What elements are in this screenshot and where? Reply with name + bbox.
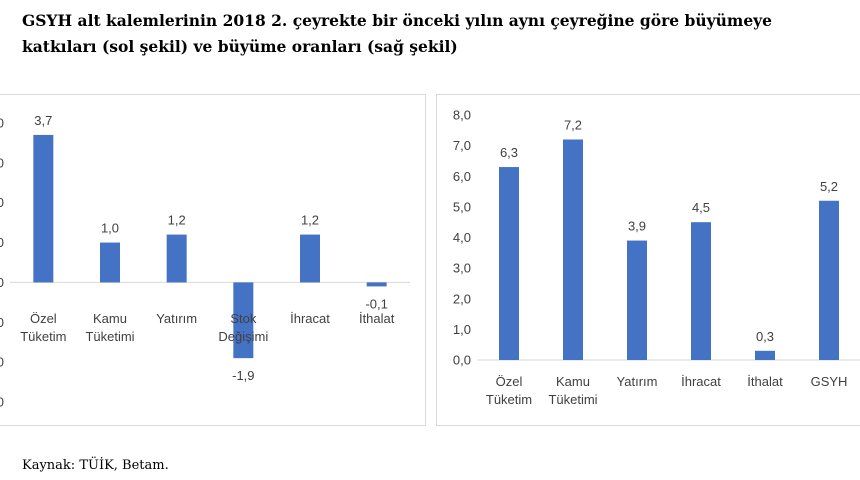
left-value-label: -0,1 [365,296,387,311]
title-line-2: katkıları (sol şekil) ve büyüme oranları… [22,37,458,56]
right-category-label: Yatırım [617,374,658,389]
right-category-label: İthalat [747,374,783,389]
left-category-label: İhracat [290,311,330,326]
left-category-label: İthalat [359,311,395,326]
left-category-label: Tüketim [20,329,66,344]
right-ytick-label: 2,0 [453,291,471,306]
right-value-label: 4,5 [692,200,710,215]
left-category-label: Değişimi [218,329,268,344]
right-category-label: Özel [496,374,523,389]
chart-title: GSYH alt kalemlerinin 2018 2. çeyrekte b… [22,8,858,60]
right-bar [499,167,519,360]
left-bar [300,234,320,283]
right-ytick-label: 3,0 [453,261,471,276]
right-bar-chart: 8,0 7,0 6,0 5,0 4,0 3,0 2,0 1,0 0,0 6,3 Özel Tüketi… [453,108,860,407]
left-category-label: Yatırım [156,311,197,326]
left-category-label: Özel [30,311,57,326]
left-category-label: Stok [230,311,257,326]
left-bar [233,282,254,359]
left-value-label: 3,7 [34,113,52,128]
right-value-label: 5,2 [820,179,838,194]
left-chart-panel: 4,0 3,0 2,0 1,0 0,0 -1,0 -2,0 -3,0 3,7 Özel Tüketi… [0,94,426,426]
right-category-label: GSYH [811,374,848,389]
right-ytick-label: 8,0 [453,108,471,123]
right-category-label: Tüketimi [548,392,597,407]
left-ytick-label: 1,0 [0,235,4,250]
left-category-label: Tüketimi [85,329,134,344]
right-category-label: Tüketim [486,392,532,407]
left-bar [366,282,387,287]
right-ytick-label: 4,0 [453,230,471,245]
right-ytick-label: 0,0 [453,353,471,368]
left-ytick-label: -1,0 [0,315,4,330]
right-ytick-label: 6,0 [453,169,471,184]
left-value-label: 1,0 [101,221,119,236]
right-ytick-label: 7,0 [453,138,471,153]
right-bar [755,350,775,360]
right-ytick-label: 5,0 [453,199,471,214]
right-category-label: Kamu [556,374,590,389]
left-bar [100,242,120,283]
left-ytick-label: 3,0 [0,155,4,170]
right-bar [627,240,647,360]
right-value-label: 7,2 [564,118,582,133]
left-category-label: Kamu [93,311,127,326]
right-category-label: İhracat [681,374,721,389]
source-note: Kaynak: TÜİK, Betam. [22,458,169,473]
left-bar [33,134,54,283]
left-value-label: -1,9 [232,368,254,383]
left-ytick-label: -2,0 [0,355,4,370]
right-bar [819,200,839,360]
left-value-label: 1,2 [168,213,186,228]
left-ytick-label: 0,0 [0,275,4,290]
left-ytick-label: -3,0 [0,395,4,410]
title-line-1: GSYH alt kalemlerinin 2018 2. çeyrekte b… [22,11,773,30]
right-bar [563,139,583,360]
right-value-label: 6,3 [500,145,518,160]
right-ytick-label: 1,0 [453,322,471,337]
right-chart-panel: 8,0 7,0 6,0 5,0 4,0 3,0 2,0 1,0 0,0 6,3 Özel Tüketi… [436,94,860,426]
left-ytick-label: 4,0 [0,115,4,130]
left-bar-chart: 4,0 3,0 2,0 1,0 0,0 -1,0 -2,0 -3,0 3,7 Özel Tüketi… [0,113,410,410]
left-ytick-label: 2,0 [0,195,4,210]
right-bar [691,222,711,360]
left-bar [166,234,187,283]
right-value-label: 3,9 [628,219,646,234]
left-value-label: 1,2 [301,213,319,228]
right-value-label: 0,3 [756,329,774,344]
